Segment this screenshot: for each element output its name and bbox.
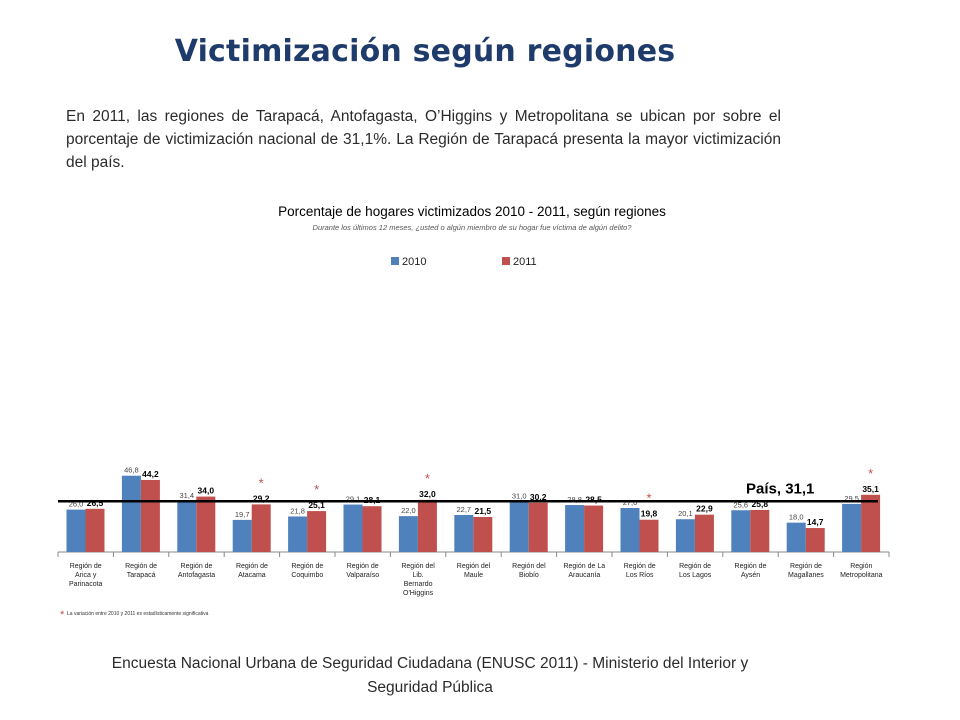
bar-2010 <box>675 519 695 552</box>
x-tick-label: Región de Los Lagos <box>679 563 712 579</box>
bar-2011 <box>584 505 604 552</box>
bar-2010 <box>620 507 640 552</box>
data-label-2010: 29,5 <box>844 494 859 503</box>
bar-2010 <box>786 522 806 552</box>
bar-2011 <box>528 502 548 552</box>
significance-star: * <box>314 482 319 497</box>
data-label-2010: 22,0 <box>401 506 416 515</box>
data-label-2010: 22,7 <box>456 505 471 514</box>
data-label-2011: 34,0 <box>198 486 215 496</box>
data-label-2011: 14,7 <box>807 517 824 527</box>
bar-2010 <box>288 516 308 552</box>
bar-2011 <box>473 516 493 552</box>
bar-2011 <box>805 528 825 552</box>
x-tick-label: Región de Los Ríos <box>624 563 656 579</box>
data-label-2011: 28,5 <box>585 495 602 505</box>
chart-legend: 2010 2011 <box>391 256 537 268</box>
x-tick-label: Región Metropolitana <box>840 563 883 579</box>
intro-paragraph: En 2011, las regiones de Tarapacá, Antof… <box>66 108 781 171</box>
data-label-2011: 30,2 <box>530 492 547 502</box>
bar-2010 <box>509 501 529 552</box>
bar-2011 <box>251 504 271 552</box>
bar-2010 <box>842 503 862 552</box>
bar-chart: Porcentaje de hogares victimizados 2010 … <box>57 204 890 621</box>
legend-swatch-2011 <box>502 257 510 265</box>
data-label-2011: 25,1 <box>308 500 325 510</box>
bar-2010 <box>565 505 585 552</box>
data-label-2011: 19,8 <box>641 509 658 519</box>
bar-2011 <box>861 494 881 552</box>
data-label-2011: 22,9 <box>696 504 713 514</box>
data-label-2011: 26,5 <box>87 498 104 508</box>
data-label-2010: 31,4 <box>179 491 194 500</box>
bar-2011 <box>750 509 770 552</box>
legend-label-2011: 2011 <box>513 256 537 268</box>
x-tick-label: Región de Atacama <box>236 563 268 579</box>
bar-2011 <box>140 479 160 552</box>
legend-swatch-2010 <box>391 257 399 265</box>
data-label-2011: 35,1 <box>862 484 879 494</box>
significance-star: * <box>259 475 264 490</box>
data-label-2010: 31,0 <box>512 491 527 500</box>
x-tick-label: Región de Arica y Parinacota <box>69 563 103 588</box>
x-tick-label: Región de La Araucanía <box>563 563 605 579</box>
legend-label-2010: 2010 <box>402 256 426 268</box>
data-label-2010: 26,0 <box>69 500 84 509</box>
bar-2010 <box>177 500 197 552</box>
chart-subtitle: Durante los últimos 12 meses, ¿usted o a… <box>313 223 633 232</box>
bar-2011 <box>639 519 659 552</box>
plot-area: 26,0 26,5 Región de Arica y Parinacota 46,8 44… <box>57 466 890 597</box>
data-label-2010: 20,1 <box>678 509 693 518</box>
x-tick-label: Región de Aysén <box>735 563 767 579</box>
data-label-2010: 18,0 <box>789 513 804 522</box>
data-label-2011: 21,5 <box>475 506 492 516</box>
bar-2010 <box>121 475 141 552</box>
bar-2010 <box>731 510 751 552</box>
x-tick-label: Región del Lib. Bernardo O'Higgins <box>401 563 435 597</box>
source-footer: Encuesta Nacional Urbana de Seguridad Ci… <box>111 655 749 696</box>
significance-star: * <box>425 471 430 486</box>
reference-line-label: País, 31,1 <box>746 480 814 497</box>
bar-2011 <box>196 496 216 552</box>
bar-2011 <box>694 514 714 552</box>
slide-title: Victimización según regiones <box>174 34 676 69</box>
data-label-2010: 19,7 <box>235 510 250 519</box>
data-label-2010: 25,6 <box>733 500 748 509</box>
bar-2010 <box>398 516 418 552</box>
data-label-2010: 46,8 <box>124 466 139 475</box>
bar-2011 <box>85 508 105 552</box>
chart-area: Porcentaje de hogares victimizados 2010 … <box>0 196 960 626</box>
bar-2011 <box>362 506 382 552</box>
data-label-2010: 21,8 <box>290 506 305 515</box>
note-star: * <box>60 609 65 621</box>
significance-note: La variación entre 2010 y 2011 es estadí… <box>67 611 209 617</box>
data-label-2011: 32,0 <box>419 489 436 499</box>
chart-title: Porcentaje de hogares victimizados 2010 … <box>278 204 666 219</box>
bar-2010 <box>454 514 474 552</box>
data-label-2011: 29,2 <box>253 493 270 503</box>
x-tick-label: Región de Tarapacá <box>125 563 157 579</box>
x-tick-label: Región de Magallanes <box>788 563 824 579</box>
bar-2010 <box>232 519 252 552</box>
data-label-2011: 25,8 <box>752 499 769 509</box>
data-label-2010: 28,8 <box>567 495 582 504</box>
significance-star: * <box>646 491 651 506</box>
bar-2011 <box>417 499 437 552</box>
bar-2010 <box>66 509 86 552</box>
data-label-2011: 44,2 <box>142 469 159 479</box>
bar-2011 <box>307 511 327 552</box>
x-tick-label: Región de Valparaíso <box>346 563 379 579</box>
bar-2010 <box>343 504 363 552</box>
data-label-2010: 29,1 <box>346 495 361 504</box>
x-tick-label: Región del Biobío <box>512 563 546 579</box>
x-tick-label: Región del Maule <box>457 563 491 579</box>
x-tick-label: Región de Antofagasta <box>178 563 215 579</box>
significance-star: * <box>868 466 873 481</box>
x-tick-label: Región de Coquimbo <box>291 563 323 579</box>
